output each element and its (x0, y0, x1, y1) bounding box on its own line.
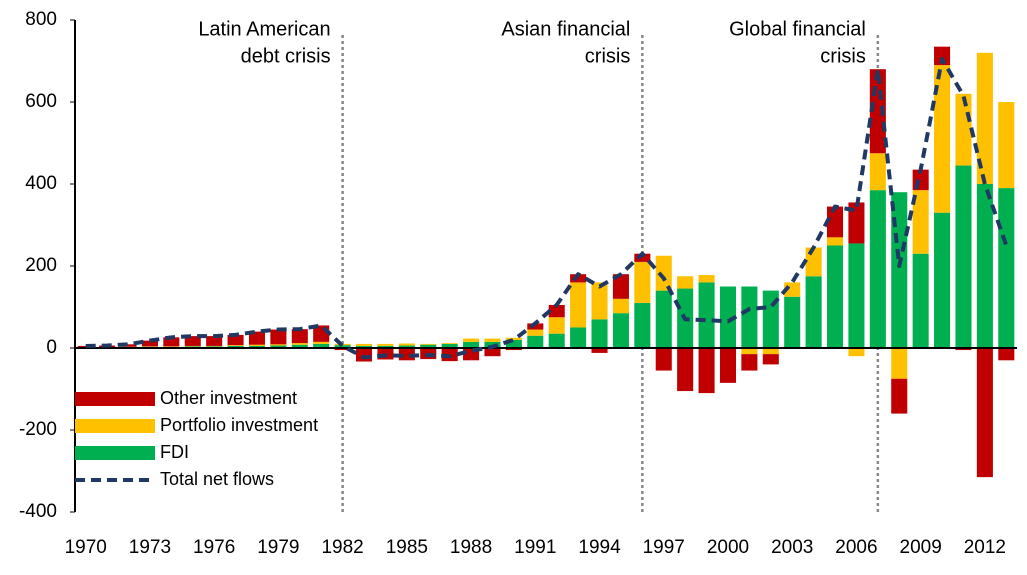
y-tick-label: 400 (25, 173, 57, 194)
annotation: crisis (585, 45, 631, 67)
bar-segment (506, 338, 522, 340)
bar-segment (549, 317, 565, 333)
bar-segment (570, 282, 586, 327)
y-tick-label: 800 (25, 9, 57, 30)
bar-segment (827, 207, 843, 238)
bar-segment (699, 282, 715, 348)
x-tick-label: 1976 (193, 537, 235, 558)
legend-swatch (75, 419, 155, 433)
bar-segment (955, 166, 971, 348)
legend-swatch (75, 392, 155, 406)
bar-segment (806, 248, 822, 277)
x-tick-label: 1979 (257, 537, 299, 558)
x-tick-label: 1970 (65, 537, 107, 558)
bar-segment (955, 94, 971, 166)
annotation: Global financial (729, 18, 866, 40)
x-tick-label: 2006 (835, 537, 877, 558)
y-tick-label: -200 (19, 419, 57, 440)
annotation: Latin American (198, 18, 330, 40)
bar-segment (848, 348, 864, 356)
bar-segment (484, 339, 500, 342)
bar-segment (591, 319, 607, 348)
bar-segment (784, 297, 800, 348)
bar-segment (377, 344, 393, 346)
bar-segment (228, 345, 244, 346)
bar-segment (891, 348, 907, 379)
bar-segment (613, 313, 629, 348)
bar-segment (270, 330, 286, 345)
annotation: Asian financial (501, 18, 630, 40)
legend-label: Other investment (160, 388, 297, 408)
bar-segment (806, 276, 822, 348)
bar-segment (613, 299, 629, 313)
bar-segment (848, 243, 864, 348)
bar-segment (570, 328, 586, 349)
bar-segment (870, 190, 886, 348)
bar-segment (442, 343, 458, 344)
bar-segment (656, 348, 672, 371)
bar-segment (656, 291, 672, 348)
bar-segment (249, 345, 265, 346)
bar-segment (356, 344, 372, 346)
bar-segment (634, 262, 650, 303)
bar-segment (699, 348, 715, 393)
x-tick-label: 1997 (643, 537, 685, 558)
bar-segment (891, 379, 907, 414)
bar-segment (270, 344, 286, 345)
x-tick-label: 1991 (514, 537, 556, 558)
bar-segment (420, 344, 436, 345)
legend-label: FDI (160, 442, 189, 462)
bar-segment (527, 330, 543, 336)
y-tick-label: -400 (19, 501, 57, 522)
bar-segment (763, 354, 779, 364)
x-tick-label: 2003 (771, 537, 813, 558)
bar-segment (998, 188, 1014, 348)
x-tick-label: 1982 (321, 537, 363, 558)
y-tick-label: 600 (25, 91, 57, 112)
bar-segment (356, 348, 372, 362)
bar-segment (313, 342, 329, 344)
x-tick-label: 1973 (129, 537, 171, 558)
bar-segment (870, 153, 886, 190)
bar-segment (998, 102, 1014, 188)
bar-segment (741, 287, 757, 349)
bar-segment (463, 339, 479, 342)
bar-segment (977, 184, 993, 348)
bar-segment (913, 254, 929, 348)
bar-segment (699, 275, 715, 282)
bar-segment (677, 348, 693, 391)
x-tick-label: 1994 (578, 537, 621, 558)
annotation: crisis (820, 45, 866, 67)
bar-segment (527, 336, 543, 348)
line (86, 59, 1007, 357)
y-tick-label: 0 (46, 337, 57, 358)
bar-segment (549, 334, 565, 348)
x-tick-label: 2000 (707, 537, 749, 558)
x-tick-label: 2012 (964, 537, 1006, 558)
bar-segment (634, 303, 650, 348)
bar-segment (977, 348, 993, 477)
bar-segment (677, 276, 693, 288)
bar-segment (827, 246, 843, 349)
x-tick-label: 1988 (450, 537, 492, 558)
x-tick-label: 1985 (386, 537, 428, 558)
bar-segment (741, 354, 757, 370)
legend-label: Portfolio investment (160, 415, 318, 435)
annotation: debt crisis (241, 45, 331, 67)
bar-segment (484, 348, 500, 356)
bar-segment (934, 213, 950, 348)
legend-swatch (75, 446, 155, 460)
x-tick-label: 2009 (900, 537, 942, 558)
bar-segment (998, 348, 1014, 360)
bar-segment (891, 192, 907, 348)
bar-segment (292, 343, 308, 345)
bar-segment (720, 348, 736, 383)
bar-segment (827, 237, 843, 245)
y-tick-label: 200 (25, 255, 57, 276)
legend-label: Total net flows (160, 469, 274, 489)
bar-segment (399, 343, 415, 345)
